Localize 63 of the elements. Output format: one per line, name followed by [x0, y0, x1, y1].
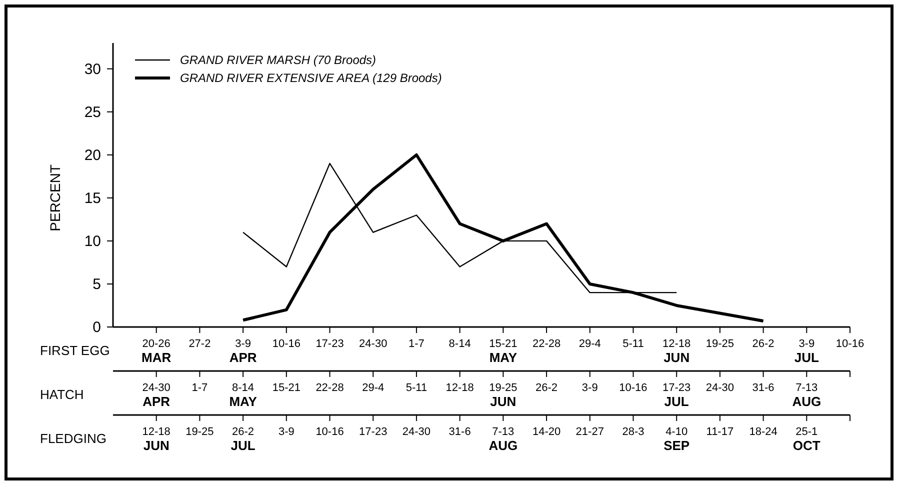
text: 15-21 — [272, 382, 300, 394]
text: 12-18 JUN — [142, 426, 170, 453]
text: 14-20 — [532, 426, 561, 438]
text: 26-2 JUL — [230, 426, 256, 453]
x-axis-title: FIRST EGG — [40, 343, 110, 358]
x-tick-label: 24-30 — [359, 338, 388, 350]
x-tick-label: 27-2 — [188, 338, 211, 350]
text: 3-9 — [582, 382, 598, 394]
text: 21-27 — [576, 426, 604, 438]
text: 24-30 — [402, 426, 431, 438]
line-series — [242, 153, 765, 322]
y-tick-label: 15 — [84, 190, 101, 207]
x-tick-label: 20-26 MAR — [142, 338, 172, 365]
x-tick-label: 26-2 — [752, 338, 774, 350]
text: 7-13 AUG — [488, 426, 518, 453]
text: 31-6 — [448, 426, 471, 438]
x-tick-label: 8-14 — [448, 338, 471, 350]
text: 28-3 — [622, 426, 644, 438]
x-tick-label: 5-11 — [622, 338, 644, 350]
x-tick-label: 3-9 APR — [229, 338, 258, 365]
text: 19-25 JUN — [489, 382, 518, 409]
legend-label: GRAND RIVER EXTENSIVE AREA (129 Broods) — [180, 71, 442, 85]
x-tick-label: 29-4 — [578, 338, 601, 350]
text: 1-7 — [192, 382, 208, 394]
text: 17-23 — [359, 426, 388, 438]
x-tick-label: 3-9 JUL — [794, 338, 819, 365]
text: HATCH — [40, 387, 84, 402]
text: 26-2 — [536, 382, 558, 394]
text: 10-16 — [316, 426, 344, 438]
text: 31-6 — [752, 382, 774, 394]
text: 5-11 — [406, 382, 428, 394]
text: 29-4 — [362, 382, 384, 394]
x-tick-label: 22-28 — [532, 338, 561, 350]
y-tick-label: 5 — [92, 276, 101, 293]
text: 19-25 — [186, 426, 214, 438]
x-tick-label: 15-21 MAY — [489, 338, 518, 365]
y-axis-title: PERCENT — [47, 164, 63, 232]
x-tick-label: 10-16 — [836, 338, 864, 350]
text: 11-17 — [706, 426, 734, 438]
y-tick-label: 25 — [84, 104, 101, 121]
x-tick-label: 17-23 — [316, 338, 344, 350]
text: 12-18 — [446, 382, 474, 394]
x-tick-label: 10-16 — [272, 338, 300, 350]
legend-label: GRAND RIVER MARSH (70 Broods) — [180, 53, 376, 67]
text: 8-14 MAY — [229, 382, 258, 409]
text: 7-13 AUG — [792, 382, 822, 409]
text: 3-9 — [278, 426, 294, 438]
text: 25-1 OCT — [792, 426, 820, 453]
y-tick-label: 10 — [84, 232, 101, 250]
text: 17-23 JUL — [662, 382, 691, 409]
text: 24-30 — [706, 382, 734, 394]
text: 4-10 SEP — [664, 426, 690, 453]
text: 10-16 — [619, 382, 648, 394]
text: FLEDGING — [40, 431, 106, 446]
y-tick-label: 0 — [92, 319, 101, 336]
text: 24-30 APR — [142, 382, 171, 409]
y-tick-label: 20 — [84, 146, 101, 164]
x-tick-label: 1-7 — [408, 338, 424, 350]
y-tick-label: 30 — [84, 60, 101, 78]
x-tick-label: 19-25 — [706, 338, 734, 350]
text: 22-28 — [316, 382, 344, 394]
x-tick-label: 12-18 JUN — [662, 338, 691, 365]
text: 18-24 — [749, 426, 778, 438]
